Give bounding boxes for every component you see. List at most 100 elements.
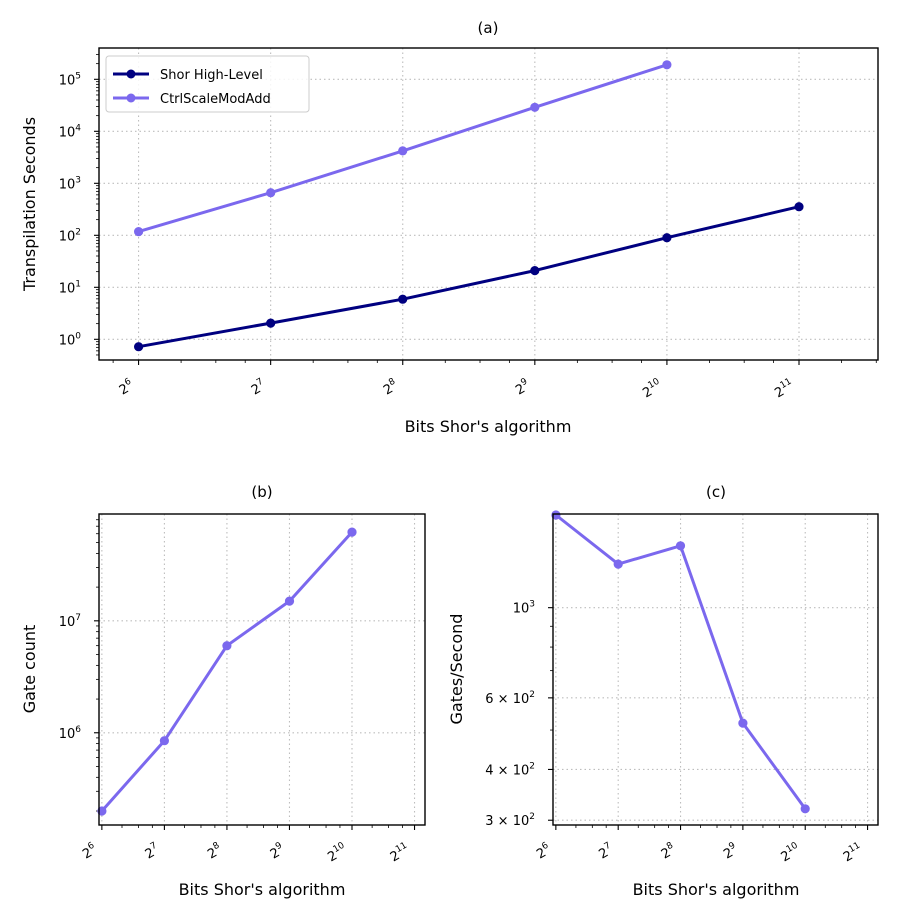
x-tick-label-exponent: 7	[255, 377, 265, 389]
y-tick-label: 4 × 102	[485, 761, 535, 778]
x-axis-label-b: Bits Shor's algorithm	[179, 880, 346, 899]
x-tick-label-exponent: 6	[540, 841, 550, 853]
x-tick-label-exponent: 11	[394, 841, 409, 855]
data-point-shor-high-level	[398, 294, 408, 304]
y-tick-label-exponent: 4	[75, 123, 81, 133]
data-point-ctrlscalemodadd	[159, 736, 169, 746]
y-tick-label-base: 10	[59, 727, 76, 742]
y-tick-label-base: 10	[59, 177, 76, 192]
x-tick-label-exponent: 11	[779, 377, 794, 391]
y-tick-label: 103	[59, 175, 81, 192]
x-tick-label-exponent: 7	[603, 841, 613, 853]
x-tick-label: 210	[778, 841, 804, 866]
data-point-ctrlscalemodadd	[284, 596, 295, 606]
data-point-shor-high-level	[134, 342, 144, 352]
y-tick-label-exponent: 2	[529, 761, 535, 771]
chart-title-c: (c)	[706, 483, 726, 501]
chart-title-b: (b)	[251, 483, 272, 501]
y-tick-label-exponent: 1	[75, 279, 81, 289]
x-tick-label: 28	[380, 377, 401, 399]
y-axis-label-b: Gate count	[20, 625, 39, 714]
y-tick-label-exponent: 2	[75, 227, 81, 237]
legend-label-ctrlscalemodadd: CtrlScaleModAdd	[160, 92, 271, 107]
y-tick-label: 105	[59, 71, 81, 88]
x-tick-label: 210	[324, 841, 350, 866]
data-point-shor-high-level	[794, 202, 804, 212]
x-tick-label: 26	[116, 377, 137, 399]
x-tick-label-exponent: 9	[727, 841, 737, 853]
data-point-ctrlscalemodadd	[530, 102, 540, 112]
data-point-shor-high-level	[266, 318, 276, 328]
x-tick-label-exponent: 9	[519, 377, 529, 389]
x-tick-label: 29	[720, 841, 741, 863]
x-tick-label-exponent: 7	[149, 841, 159, 853]
x-tick-label: 29	[512, 377, 533, 399]
y-tick-label-exponent: 6	[75, 725, 81, 735]
x-tick-label: 26	[533, 841, 554, 863]
y-tick-label-exponent: 2	[529, 690, 535, 700]
x-tick-label-exponent: 6	[86, 841, 96, 853]
data-point-ctrlscalemodadd	[675, 541, 686, 551]
plot-frame-c	[552, 513, 879, 826]
x-tick-label: 29	[267, 841, 288, 863]
x-tick-label: 210	[639, 377, 665, 402]
y-tick-label-base: 3 × 10	[485, 814, 529, 829]
y-tick-label-base: 10	[59, 125, 76, 140]
series-a	[134, 60, 804, 352]
y-tick-label: 107	[59, 613, 81, 630]
x-tick-label: 211	[840, 841, 866, 866]
data-point-ctrlscalemodadd	[398, 146, 408, 156]
data-point-ctrlscalemodadd	[222, 641, 232, 651]
plot-frame-a	[98, 47, 879, 361]
x-tick-label-exponent: 11	[847, 841, 862, 855]
x-tick-label-exponent: 8	[387, 377, 397, 389]
data-point-ctrlscalemodadd	[738, 718, 748, 728]
x-tick-label: 28	[204, 841, 225, 863]
x-tick-label: 27	[248, 377, 269, 399]
data-point-shor-high-level	[662, 233, 672, 243]
data-point-ctrlscalemodadd	[134, 227, 144, 237]
y-tick-label-exponent: 5	[75, 71, 81, 81]
y-tick-label-exponent: 0	[75, 331, 81, 341]
data-point-ctrlscalemodadd	[266, 188, 276, 198]
chart-title-a: (a)	[478, 19, 499, 37]
legend-a: Shor High-Level CtrlScaleModAdd	[105, 55, 310, 113]
y-tick-label: 100	[59, 331, 82, 348]
x-tick-label: 27	[596, 841, 617, 863]
y-tick-label: 104	[59, 123, 82, 140]
x-tick-label-exponent: 6	[123, 377, 133, 389]
y-axis-label-a: Transpilation Seconds	[20, 117, 39, 292]
y-tick-label-exponent: 3	[529, 600, 535, 610]
x-tick-label: 28	[658, 841, 679, 863]
data-point-ctrlscalemodadd	[613, 559, 623, 569]
x-axis-label-a: Bits Shor's algorithm	[405, 417, 572, 436]
x-axis-label-c: Bits Shor's algorithm	[633, 880, 800, 899]
y-tick-label-exponent: 2	[529, 812, 535, 822]
plot-frame-b	[98, 513, 426, 826]
y-tick-label: 106	[59, 725, 82, 742]
y-tick-label-base: 10	[59, 73, 76, 88]
x-tick-label: 211	[771, 377, 797, 402]
y-axis-label-c: Gates/Second	[447, 614, 466, 725]
x-tick-label-exponent: 8	[665, 841, 675, 853]
series-c	[551, 510, 810, 814]
y-tick-label-base: 10	[59, 333, 76, 348]
data-point-ctrlscalemodadd	[347, 527, 357, 537]
y-tick-label-base: 10	[59, 229, 76, 244]
y-tick-label: 6 × 102	[485, 690, 535, 707]
data-point-ctrlscalemodadd	[800, 804, 810, 814]
y-tick-label-base: 4 × 10	[485, 763, 529, 778]
legend-marker-shor-high-level	[126, 69, 136, 79]
x-tick-label: 211	[387, 841, 413, 866]
legend-marker-ctrlscalemodadd	[126, 93, 136, 103]
y-tick-label: 102	[59, 227, 81, 244]
y-tick-label-exponent: 3	[75, 175, 81, 185]
legend-box	[105, 55, 310, 113]
series-line-shor-high-level	[138, 205, 800, 349]
x-tick-label-exponent: 9	[274, 841, 284, 853]
y-tick-label: 103	[513, 600, 535, 617]
